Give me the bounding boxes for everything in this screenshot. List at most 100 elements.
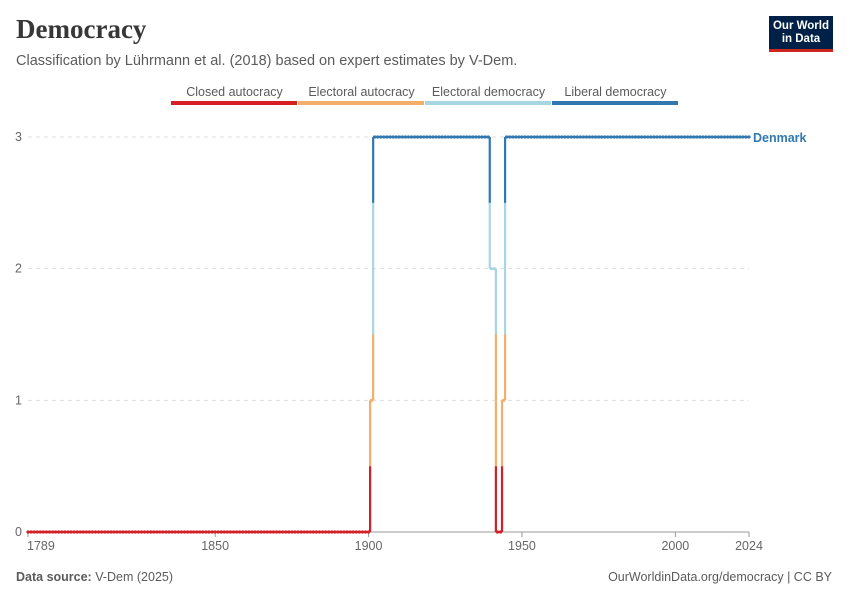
data-point[interactable] [597, 135, 601, 139]
data-point[interactable] [391, 135, 395, 139]
data-point[interactable] [207, 530, 211, 534]
data-point[interactable] [612, 135, 616, 139]
data-point[interactable] [222, 530, 226, 534]
data-point[interactable] [744, 135, 748, 139]
data-point[interactable] [262, 530, 266, 534]
data-point[interactable] [520, 135, 524, 139]
data-point[interactable] [103, 530, 107, 534]
data-point[interactable] [198, 530, 202, 534]
data-point[interactable] [477, 135, 481, 139]
data-point[interactable] [419, 135, 423, 139]
data-point[interactable] [468, 135, 472, 139]
data-point[interactable] [238, 530, 242, 534]
data-point[interactable] [526, 135, 530, 139]
data-point[interactable] [268, 530, 272, 534]
data-point[interactable] [621, 135, 625, 139]
data-point[interactable] [225, 530, 230, 534]
data-point[interactable] [320, 530, 325, 534]
data-point[interactable] [646, 135, 650, 139]
chart-series[interactable] [26, 135, 751, 534]
data-point[interactable] [385, 135, 389, 139]
data-point[interactable] [185, 530, 190, 534]
data-point[interactable] [655, 135, 659, 139]
data-point[interactable] [483, 135, 487, 139]
data-point[interactable] [636, 135, 641, 139]
data-point[interactable] [600, 135, 604, 139]
data-point[interactable] [425, 135, 429, 139]
data-point[interactable] [492, 267, 496, 271]
data-point[interactable] [459, 135, 463, 139]
data-point[interactable] [305, 530, 309, 534]
data-point[interactable] [532, 135, 536, 139]
data-point[interactable] [228, 530, 233, 534]
data-point[interactable] [158, 530, 162, 534]
data-point[interactable] [618, 135, 622, 139]
data-point[interactable] [443, 135, 447, 139]
data-point[interactable] [354, 530, 358, 534]
data-point[interactable] [161, 530, 165, 534]
data-point[interactable] [640, 135, 644, 139]
data-point[interactable] [373, 135, 377, 139]
data-point[interactable] [587, 135, 592, 139]
data-point[interactable] [560, 135, 564, 139]
data-point[interactable] [342, 530, 346, 534]
data-point[interactable] [741, 135, 745, 139]
data-point[interactable] [130, 530, 134, 534]
data-point[interactable] [155, 530, 159, 534]
data-point[interactable] [219, 530, 223, 534]
data-point[interactable] [339, 530, 343, 534]
data-point[interactable] [422, 135, 426, 139]
data-point[interactable] [149, 530, 153, 534]
data-point[interactable] [682, 135, 687, 139]
data-point[interactable] [84, 530, 88, 534]
data-point[interactable] [495, 530, 500, 534]
data-point[interactable] [370, 398, 374, 402]
data-point[interactable] [698, 135, 702, 139]
data-point[interactable] [281, 530, 285, 534]
data-point[interactable] [722, 135, 727, 139]
data-point[interactable] [366, 530, 371, 534]
data-point[interactable] [695, 135, 699, 139]
data-point[interactable] [572, 135, 576, 139]
data-point[interactable] [643, 135, 647, 139]
data-point[interactable] [35, 530, 39, 534]
data-point[interactable] [400, 135, 404, 139]
data-point[interactable] [63, 530, 67, 534]
data-point[interactable] [673, 135, 677, 139]
data-point[interactable] [54, 530, 58, 534]
data-point[interactable] [100, 530, 104, 534]
data-point[interactable] [127, 530, 131, 534]
data-point[interactable] [118, 530, 122, 534]
data-point[interactable] [480, 135, 484, 139]
data-point[interactable] [710, 135, 714, 139]
data-point[interactable] [139, 530, 144, 534]
data-point[interactable] [210, 530, 214, 534]
data-point[interactable] [544, 135, 549, 139]
data-point[interactable] [136, 530, 141, 534]
data-point[interactable] [287, 530, 291, 534]
data-point[interactable] [265, 530, 269, 534]
data-point[interactable] [379, 135, 383, 139]
data-point[interactable] [471, 135, 475, 139]
data-point[interactable] [738, 135, 742, 139]
series-label-denmark[interactable]: Denmark [753, 131, 807, 145]
data-point[interactable] [152, 530, 156, 534]
data-point[interactable] [250, 530, 254, 534]
data-point[interactable] [78, 530, 82, 534]
data-point[interactable] [416, 135, 420, 139]
data-point[interactable] [541, 135, 546, 139]
data-point[interactable] [707, 135, 711, 139]
data-point[interactable] [551, 135, 555, 139]
data-point[interactable] [142, 530, 147, 534]
data-point[interactable] [603, 135, 607, 139]
data-point[interactable] [93, 530, 98, 534]
data-point[interactable] [277, 530, 282, 534]
data-point[interactable] [505, 135, 509, 139]
data-point[interactable] [69, 530, 73, 534]
data-point[interactable] [189, 530, 193, 534]
data-point[interactable] [124, 530, 128, 534]
data-point[interactable] [624, 135, 628, 139]
data-point[interactable] [57, 530, 61, 534]
data-point[interactable] [47, 530, 52, 534]
data-point[interactable] [60, 530, 64, 534]
